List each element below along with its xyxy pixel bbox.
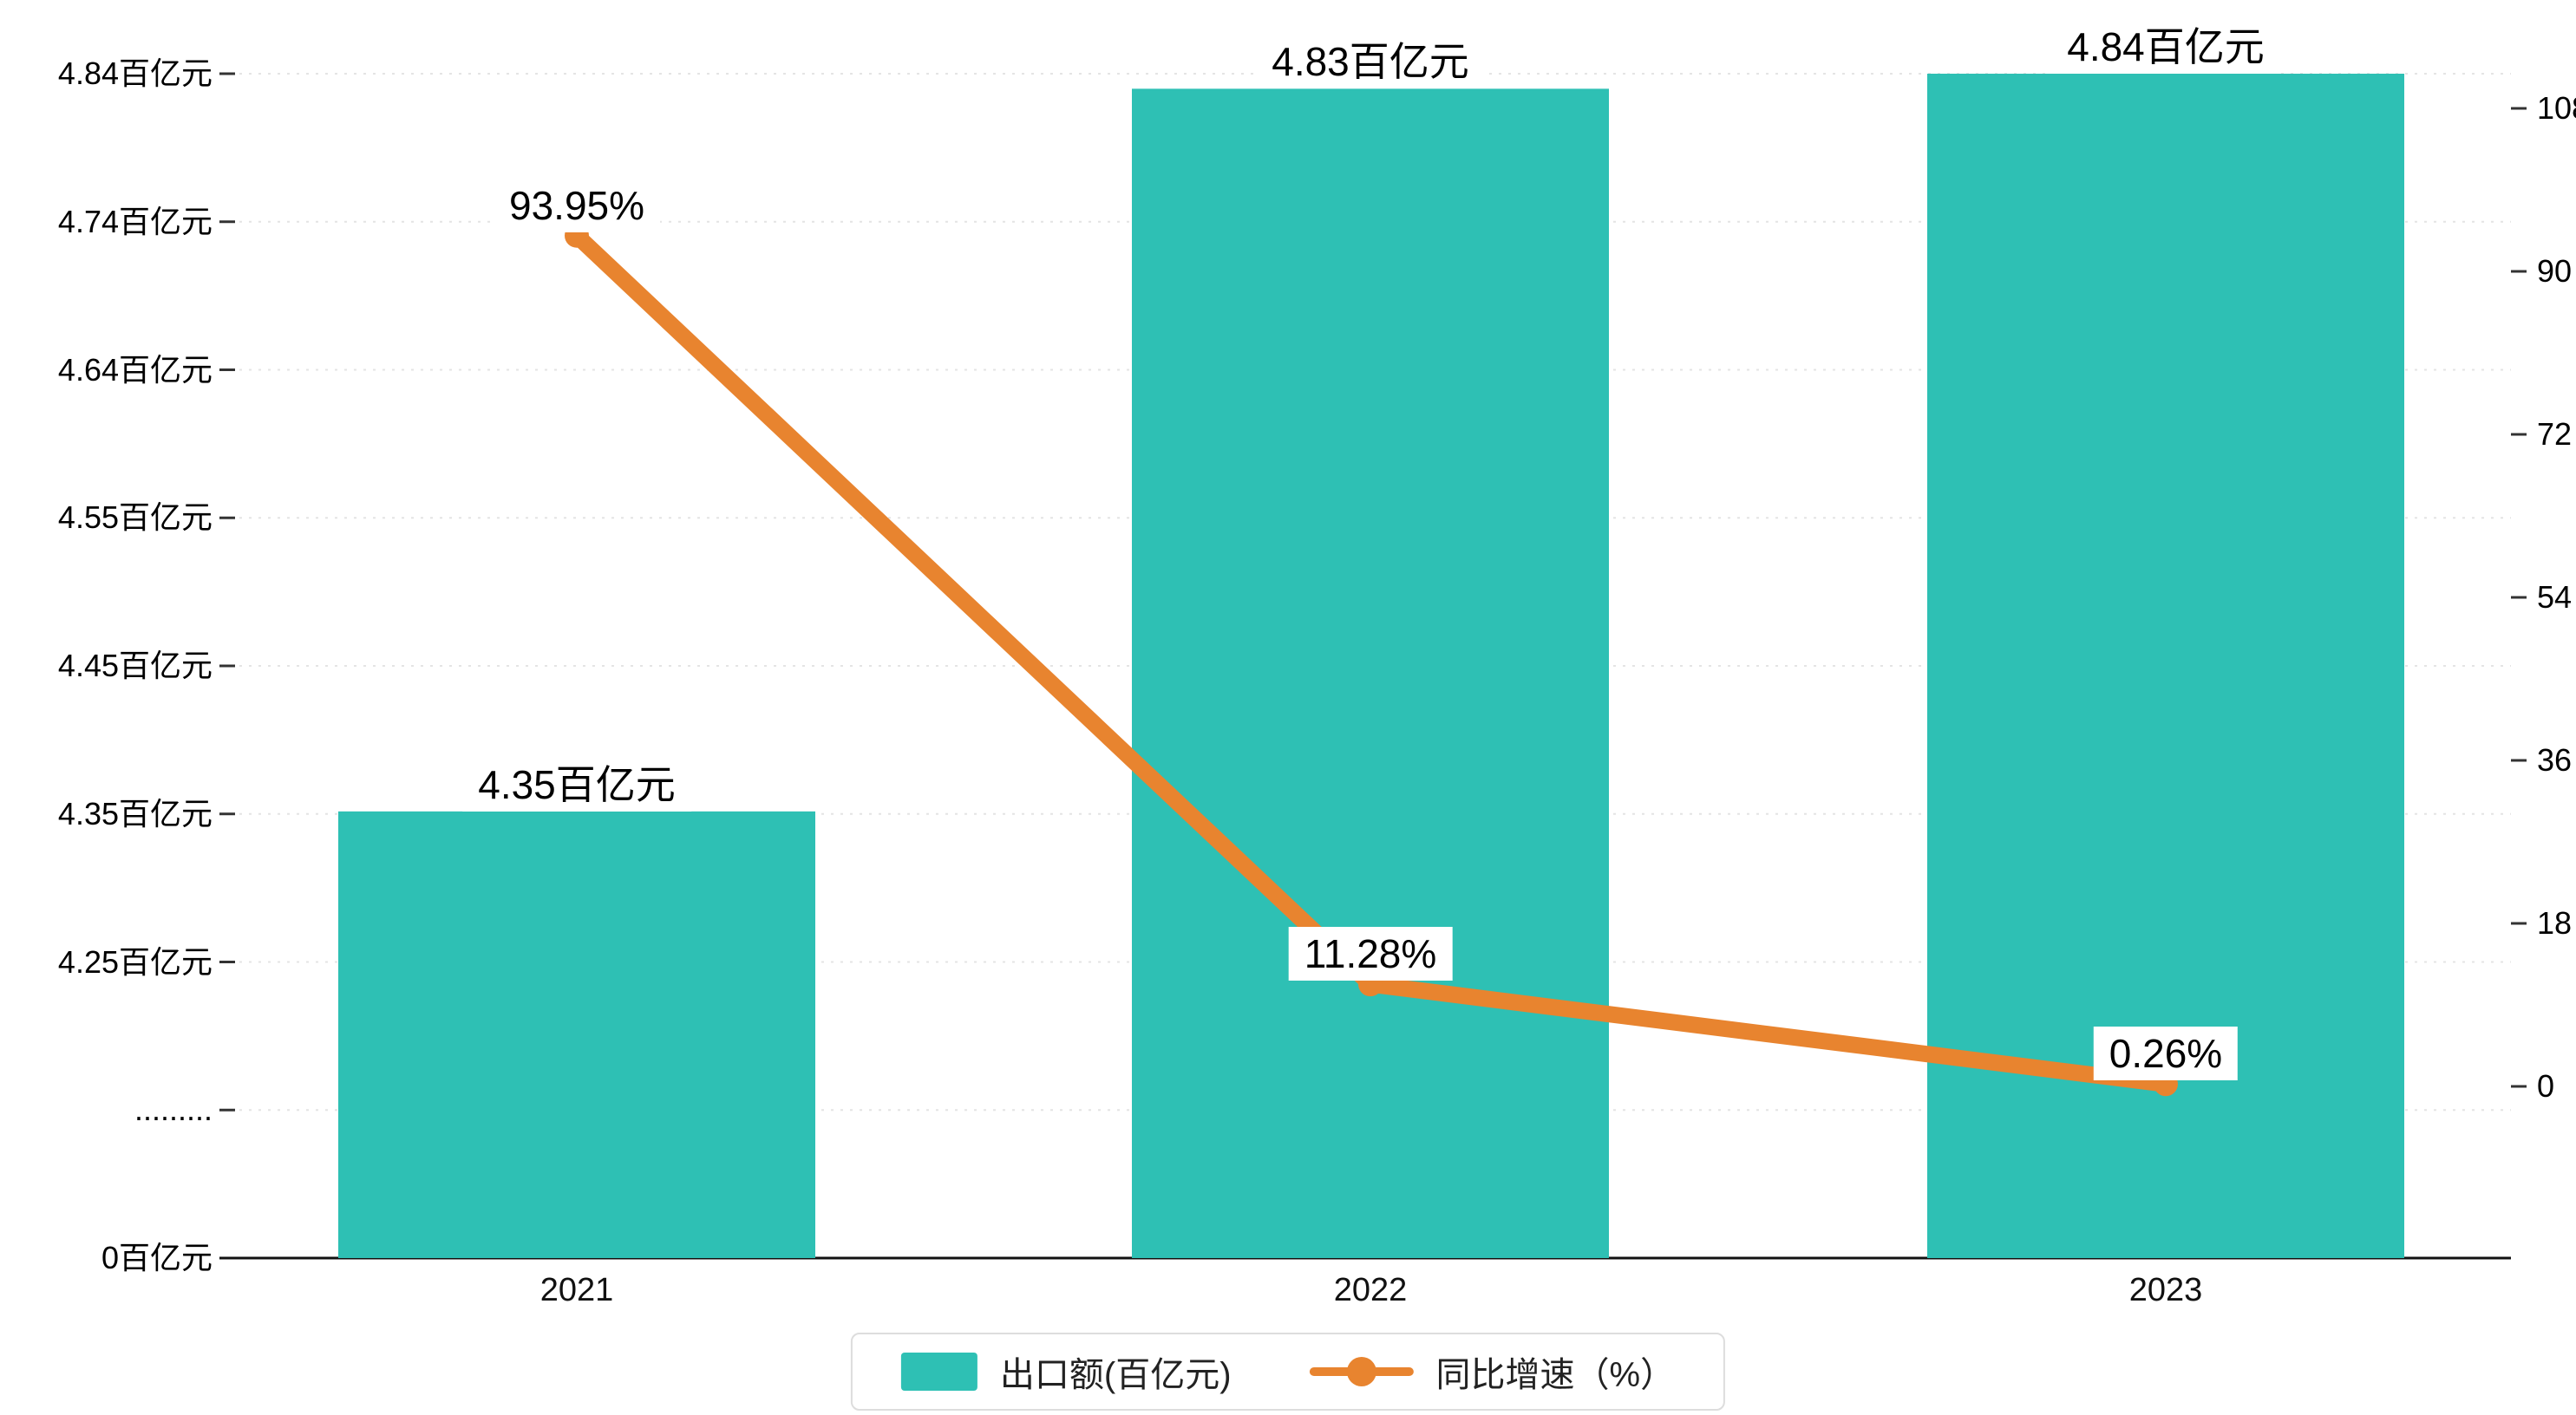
line-marker-dot-icon [1346, 1357, 1376, 1386]
line-marker[interactable] [2154, 1072, 2178, 1097]
line-marker[interactable] [1358, 972, 1383, 997]
bar-series-swatch-icon [900, 1353, 977, 1391]
bar-2022[interactable] [1132, 88, 1609, 1259]
legend-item-export-value[interactable]: 出口额(百亿元) [900, 1347, 1232, 1397]
legend-item-growth-rate[interactable]: 同比增速（%） [1309, 1347, 1676, 1397]
legend-label-growth-rate: 同比增速（%） [1435, 1356, 1676, 1394]
line-marker[interactable] [565, 223, 589, 248]
bar-2021[interactable] [338, 811, 815, 1258]
line-series-swatch-icon [1309, 1357, 1414, 1386]
legend-label-export-value: 出口额(百亿元) [999, 1356, 1232, 1394]
legend: 出口额(百亿元) 同比增速（%） [850, 1333, 1726, 1411]
